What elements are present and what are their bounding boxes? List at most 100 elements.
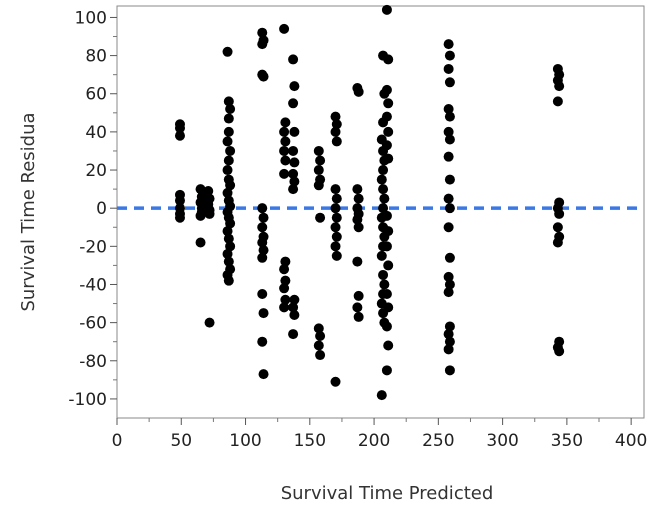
data-point xyxy=(378,165,389,176)
y-tick-label: 0 xyxy=(96,199,107,219)
data-point xyxy=(444,111,455,122)
data-point xyxy=(444,50,455,61)
data-point xyxy=(223,126,234,137)
data-point xyxy=(223,155,234,166)
data-point xyxy=(444,321,455,332)
data-point xyxy=(331,136,342,147)
data-point xyxy=(443,222,454,233)
data-point xyxy=(443,271,454,282)
x-tick-label: 200 xyxy=(358,431,390,451)
data-point xyxy=(289,294,300,305)
data-point xyxy=(443,104,454,114)
data-point xyxy=(280,294,291,305)
data-point xyxy=(279,168,290,179)
data-point xyxy=(379,279,390,290)
y-tick-label: -80 xyxy=(79,352,107,372)
data-point xyxy=(554,346,565,357)
data-point xyxy=(331,193,342,204)
data-point xyxy=(444,252,455,263)
data-point xyxy=(381,241,392,252)
data-point xyxy=(330,184,341,195)
data-point xyxy=(223,233,234,244)
data-point xyxy=(174,130,185,141)
data-point xyxy=(279,302,290,313)
y-tick-label: -40 xyxy=(79,275,107,295)
data-point xyxy=(353,86,364,97)
data-point xyxy=(223,275,234,286)
data-point xyxy=(289,310,300,320)
data-point xyxy=(352,184,363,195)
data-point xyxy=(331,212,342,223)
data-point xyxy=(288,302,299,313)
x-tick-label: 350 xyxy=(551,431,583,451)
y-tick-label: 20 xyxy=(85,161,107,181)
data-point xyxy=(331,231,342,242)
data-point xyxy=(330,203,341,214)
data-point xyxy=(280,275,291,286)
data-point xyxy=(554,81,565,92)
data-point xyxy=(383,302,394,313)
data-point xyxy=(195,210,206,221)
data-point xyxy=(443,151,454,162)
data-point xyxy=(222,165,233,176)
data-point xyxy=(258,245,269,256)
data-point xyxy=(222,226,233,237)
data-point xyxy=(383,226,394,237)
data-point xyxy=(203,186,214,197)
data-point xyxy=(279,264,290,275)
data-point xyxy=(352,214,363,225)
x-tick-label: 300 xyxy=(486,431,518,451)
data-point xyxy=(330,126,341,137)
data-point xyxy=(257,289,268,300)
data-point xyxy=(280,155,291,166)
data-point xyxy=(225,218,236,229)
data-point xyxy=(258,308,269,319)
data-point xyxy=(315,212,326,223)
data-point xyxy=(376,390,387,401)
x-tick-label: 150 xyxy=(294,431,326,451)
data-point xyxy=(222,248,233,259)
y-tick-label: -60 xyxy=(79,314,107,334)
y-tick-label: -20 xyxy=(79,237,107,257)
data-point xyxy=(330,111,341,122)
data-point xyxy=(444,77,455,88)
data-point xyxy=(381,140,392,151)
data-point xyxy=(288,168,299,179)
x-tick-label: 50 xyxy=(170,431,192,451)
data-point xyxy=(289,157,300,168)
data-point xyxy=(223,96,234,107)
data-point xyxy=(381,84,392,95)
y-tick-label: 60 xyxy=(85,85,107,105)
data-point xyxy=(331,119,342,130)
data-point xyxy=(257,237,268,248)
data-points xyxy=(174,4,565,401)
data-point xyxy=(257,39,268,50)
data-point xyxy=(381,111,392,122)
data-point xyxy=(444,365,455,376)
data-point xyxy=(222,136,233,147)
data-point xyxy=(352,302,363,313)
data-point xyxy=(330,241,341,252)
data-point xyxy=(552,222,563,233)
data-point xyxy=(383,98,394,109)
data-point xyxy=(222,187,233,198)
data-point xyxy=(353,222,364,233)
data-point xyxy=(288,329,299,340)
y-tick-label: 40 xyxy=(85,123,107,143)
data-point xyxy=(279,23,290,34)
data-point xyxy=(379,193,390,204)
data-point xyxy=(353,193,364,204)
data-point xyxy=(552,237,563,248)
data-point xyxy=(174,123,185,134)
data-point xyxy=(378,184,389,195)
data-point xyxy=(289,176,300,187)
axes-frame: -100 -80 -60 -40 -20 0 20 40 60 80 100 0 50 100 150 200… xyxy=(68,5,647,451)
data-point xyxy=(313,323,324,334)
x-tick-label: 100 xyxy=(229,431,261,451)
data-point xyxy=(204,317,215,328)
data-point xyxy=(444,134,455,145)
data-point xyxy=(330,376,341,387)
data-point xyxy=(258,212,269,223)
data-point xyxy=(554,208,565,219)
